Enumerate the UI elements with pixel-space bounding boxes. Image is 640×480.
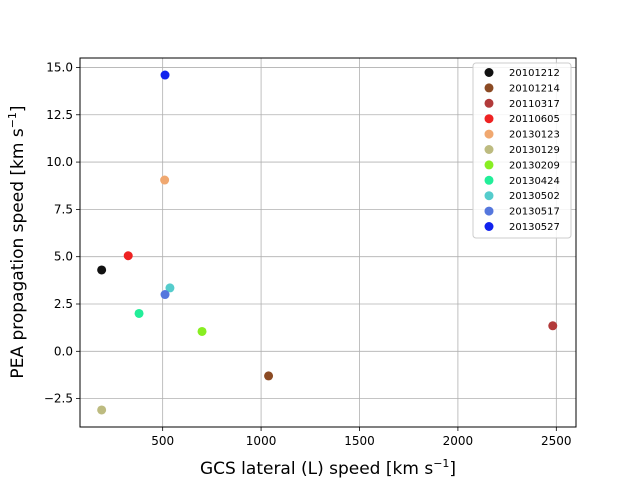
legend-marker-20130502 xyxy=(484,191,494,201)
data-point-20130527 xyxy=(160,70,170,80)
legend-label-20101214: 20101214 xyxy=(509,83,560,94)
legend-label-20130517: 20130517 xyxy=(509,207,560,218)
legend-marker-20130123 xyxy=(484,129,494,139)
y-axis-label: PEA propagation speed [km s−1] xyxy=(6,105,28,378)
legend-marker-20130424 xyxy=(484,175,494,185)
data-point-20101212 xyxy=(97,265,107,275)
data-point-20130129 xyxy=(97,405,107,415)
x-tick-label: 2500 xyxy=(541,434,572,448)
data-point-20130209 xyxy=(197,326,207,336)
y-tick-label: 2.5 xyxy=(54,297,73,311)
data-point-20110605 xyxy=(123,251,133,261)
data-point-20110317 xyxy=(548,321,558,331)
data-point-20130517 xyxy=(160,290,170,300)
legend-items: 20101212 20101214 20110317 20110605 20130123… xyxy=(484,68,560,233)
x-axis-label-main: GCS lateral (L) speed [km s xyxy=(200,459,433,479)
y-axis-label-end: ] xyxy=(8,105,28,112)
x-axis-label: GCS lateral (L) speed [km s−1] xyxy=(200,457,456,479)
legend-label-20130527: 20130527 xyxy=(509,222,560,233)
legend-marker-20130517 xyxy=(484,206,494,216)
x-axis-label-end: ] xyxy=(449,459,456,479)
data-point-20130502 xyxy=(165,283,175,293)
x-axis-ticks: 500 1000 1500 2000 2500 xyxy=(151,427,572,448)
legend-label-20130129: 20130129 xyxy=(509,145,560,156)
x-axis-label-sup: −1 xyxy=(433,457,449,470)
legend: 20101212 20101214 20110317 20110605 20130123… xyxy=(472,62,572,239)
x-tick-label: 2000 xyxy=(443,434,474,448)
data-point-20130123 xyxy=(160,175,170,185)
legend-label-20130424: 20130424 xyxy=(509,176,560,187)
y-tick-label: 5.0 xyxy=(54,250,73,264)
y-axis-ticks: −2.5 0.0 2.5 5.0 7.5 10.0 12.5 15.0 xyxy=(44,60,80,406)
legend-marker-20101214 xyxy=(484,83,494,93)
legend-label-20130209: 20130209 xyxy=(509,160,560,171)
y-tick-label: 7.5 xyxy=(54,202,73,216)
legend-label-20130502: 20130502 xyxy=(509,191,560,202)
x-tick-label: 1500 xyxy=(344,434,375,448)
legend-label-20110317: 20110317 xyxy=(509,99,560,110)
plot-frame xyxy=(79,57,577,428)
x-tick-label: 1000 xyxy=(246,434,277,448)
y-tick-label: 0.0 xyxy=(54,344,73,358)
y-tick-label: 15.0 xyxy=(46,60,73,74)
data-point-20130424 xyxy=(134,308,144,318)
y-axis-label-main: PEA propagation speed [km s xyxy=(8,128,28,378)
legend-label-20110605: 20110605 xyxy=(509,114,560,125)
legend-marker-20110605 xyxy=(484,114,494,124)
legend-marker-20110317 xyxy=(484,98,494,108)
y-tick-label: −2.5 xyxy=(44,392,73,406)
x-tick-label: 500 xyxy=(151,434,174,448)
legend-box xyxy=(472,62,572,239)
data-points xyxy=(97,70,558,415)
legend-marker-20101212 xyxy=(484,68,494,77)
data-point-20101214 xyxy=(264,371,274,381)
y-tick-label: 10.0 xyxy=(46,155,73,169)
legend-marker-20130129 xyxy=(484,145,494,154)
legend-label-20130123: 20130123 xyxy=(509,130,560,141)
legend-marker-20130527 xyxy=(484,222,494,231)
y-tick-label: 12.5 xyxy=(46,108,73,122)
y-axis-label-sup: −1 xyxy=(6,112,19,128)
legend-label-20101212: 20101212 xyxy=(509,68,560,79)
legend-marker-20130209 xyxy=(484,160,494,170)
